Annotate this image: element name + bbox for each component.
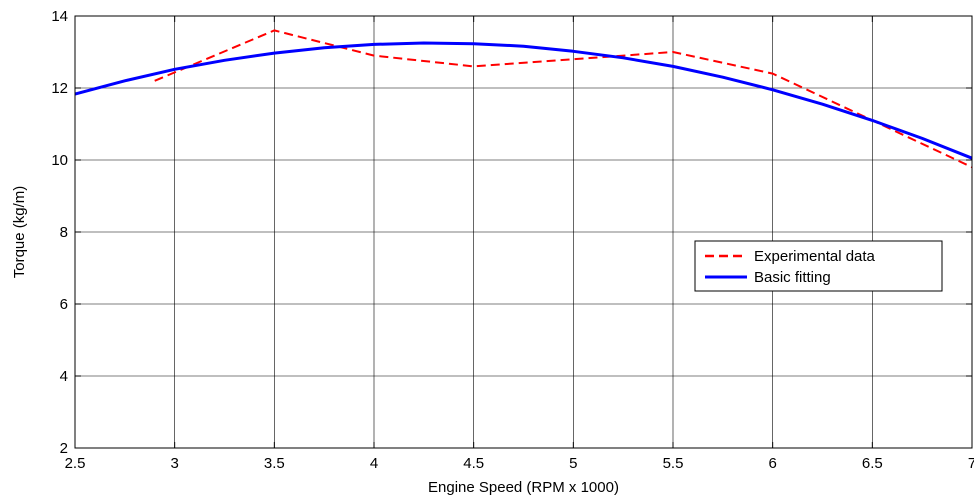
x-tick-label: 3.5 [264, 455, 285, 472]
ticks: 2.5 3 3.5 4 4.5 5 5.5 6 6.5 7 2 4 6 8 10 12 14 [51, 8, 974, 472]
y-axis-title: Torque (kg/m) [11, 186, 28, 279]
y-tick-label: 8 [60, 224, 68, 241]
series-line-basic-fitting [74, 41, 973, 160]
x-tick-label: 3 [170, 455, 178, 472]
x-tick-label: 4 [370, 455, 378, 472]
y-tick-label: 4 [60, 368, 68, 385]
legend: Experimental data Basic fitting [694, 240, 943, 292]
legend-label-basic-fitting: Basic fitting [754, 269, 831, 286]
grid [75, 16, 972, 448]
series-layer [74, 29, 973, 169]
x-tick-label: 6.5 [862, 455, 883, 472]
x-tick-label: 5.5 [663, 455, 684, 472]
y-tick-label: 10 [51, 152, 68, 169]
x-tick-label: 5 [569, 455, 577, 472]
y-tick-label: 2 [60, 440, 68, 457]
x-tick-label: 2.5 [65, 455, 86, 472]
x-tick-label: 7 [968, 455, 974, 472]
x-tick-label: 6 [768, 455, 776, 472]
series-line-experimental [154, 29, 973, 169]
x-axis-title: Engine Speed (RPM x 1000) [428, 479, 619, 496]
y-tick-label: 14 [51, 8, 68, 25]
y-tick-label: 6 [60, 296, 68, 313]
x-tick-label: 4.5 [463, 455, 484, 472]
legend-box [694, 240, 943, 292]
legend-label-experimental: Experimental data [754, 248, 876, 265]
y-tick-label: 12 [51, 80, 68, 97]
